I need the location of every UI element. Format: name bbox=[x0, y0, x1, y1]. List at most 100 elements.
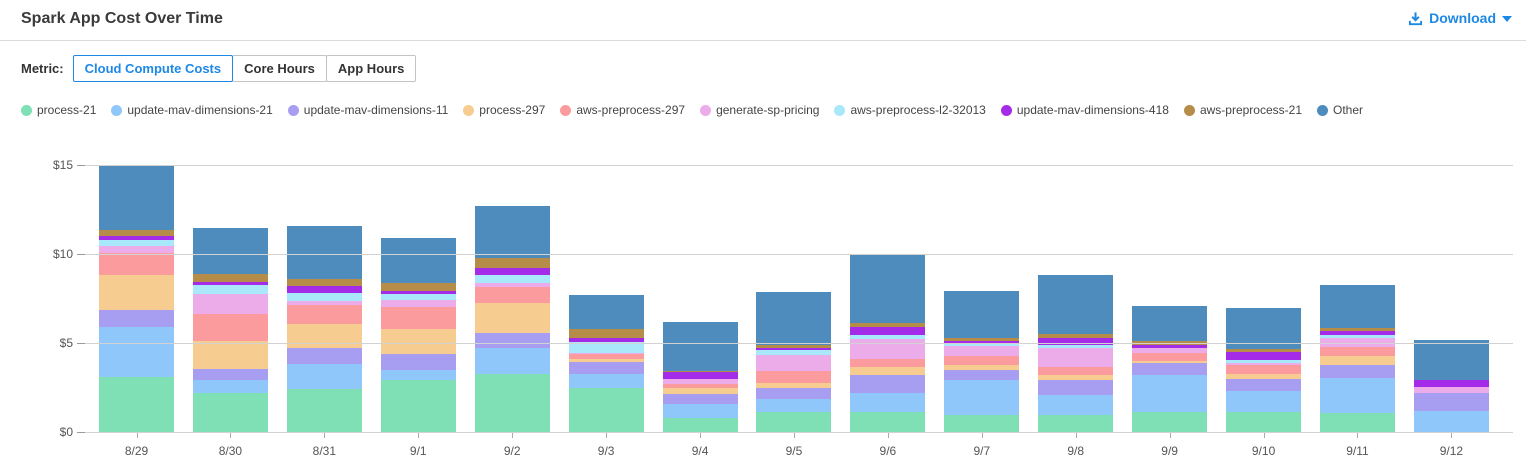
bar-segment-update-mav-dimensions-418[interactable] bbox=[1413, 380, 1489, 387]
bar-segment-aws-preprocess-21[interactable] bbox=[568, 329, 644, 339]
bar-segment-process-297[interactable] bbox=[474, 302, 550, 334]
bar-segment-update-mav-dimensions-21[interactable] bbox=[474, 348, 550, 375]
bar-segment-process-21[interactable] bbox=[474, 374, 550, 432]
bar-segment-update-mav-dimensions-418[interactable] bbox=[850, 326, 926, 335]
bar-segment-aws-preprocess-21[interactable] bbox=[1038, 334, 1114, 338]
bar-segment-process-21[interactable] bbox=[850, 412, 926, 432]
bar-segment-generate-sp-pricing[interactable] bbox=[1038, 347, 1114, 368]
bar-segment-generate-sp-pricing[interactable] bbox=[1226, 363, 1302, 366]
bar-segment-other[interactable] bbox=[1132, 306, 1208, 342]
bar-segment-generate-sp-pricing[interactable] bbox=[756, 355, 832, 372]
bar-segment-generate-sp-pricing[interactable] bbox=[850, 338, 926, 360]
bar-segment-process-297[interactable] bbox=[99, 274, 174, 311]
bar-segment-update-mav-dimensions-418[interactable] bbox=[756, 348, 832, 351]
bar-segment-aws-preprocess-297[interactable] bbox=[1038, 367, 1114, 376]
bar-segment-aws-preprocess-297[interactable] bbox=[192, 313, 268, 342]
bar-segment-aws-preprocess-l2-32013[interactable] bbox=[286, 293, 362, 302]
legend-item-other[interactable]: Other bbox=[1317, 103, 1363, 117]
bar-segment-update-mav-dimensions-11[interactable] bbox=[850, 375, 926, 393]
bar-segment-generate-sp-pricing[interactable] bbox=[286, 301, 362, 305]
bar-segment-update-mav-dimensions-11[interactable] bbox=[944, 369, 1020, 380]
bar-segment-other[interactable] bbox=[850, 253, 926, 324]
metric-tab-app-hours[interactable]: App Hours bbox=[325, 55, 417, 82]
bar-segment-aws-preprocess-l2-32013[interactable] bbox=[756, 350, 832, 356]
bar-segment-other[interactable] bbox=[286, 225, 362, 280]
bar-segment-other[interactable] bbox=[474, 205, 550, 259]
bar-segment-generate-sp-pricing[interactable] bbox=[568, 352, 644, 355]
bar-segment-aws-preprocess-297[interactable] bbox=[1132, 352, 1208, 361]
bar-segment-update-mav-dimensions-21[interactable] bbox=[850, 392, 926, 413]
bar-segment-update-mav-dimensions-11[interactable] bbox=[568, 361, 644, 375]
bar-segment-update-mav-dimensions-21[interactable] bbox=[1319, 377, 1395, 414]
bar-segment-update-mav-dimensions-418[interactable] bbox=[662, 372, 738, 380]
bar-segment-update-mav-dimensions-418[interactable] bbox=[1132, 344, 1208, 349]
bar-segment-process-21[interactable] bbox=[944, 415, 1020, 432]
legend-item-update-mav-dimensions-21[interactable]: update-mav-dimensions-21 bbox=[111, 103, 273, 117]
bar-segment-process-21[interactable] bbox=[380, 380, 456, 432]
bar-segment-process-21[interactable] bbox=[756, 412, 832, 432]
bar-segment-aws-preprocess-21[interactable] bbox=[1132, 341, 1208, 345]
legend-item-generate-sp-pricing[interactable]: generate-sp-pricing bbox=[700, 103, 819, 117]
bar-segment-aws-preprocess-21[interactable] bbox=[474, 258, 550, 269]
bar-segment-update-mav-dimensions-418[interactable] bbox=[474, 268, 550, 276]
bar-segment-update-mav-dimensions-418[interactable] bbox=[192, 282, 268, 286]
bar-segment-generate-sp-pricing[interactable] bbox=[192, 293, 268, 314]
bar-segment-aws-preprocess-21[interactable] bbox=[662, 370, 738, 373]
bar-segment-other[interactable] bbox=[662, 322, 738, 371]
bar-segment-process-21[interactable] bbox=[1132, 412, 1208, 432]
bar-segment-update-mav-dimensions-21[interactable] bbox=[1413, 410, 1489, 432]
bar-segment-aws-preprocess-297[interactable] bbox=[286, 304, 362, 324]
bar-segment-update-mav-dimensions-418[interactable] bbox=[944, 341, 1020, 344]
bar-segment-aws-preprocess-l2-32013[interactable] bbox=[850, 334, 926, 339]
bar-segment-update-mav-dimensions-418[interactable] bbox=[286, 286, 362, 294]
bar-segment-process-21[interactable] bbox=[286, 389, 362, 432]
bar-segment-process-21[interactable] bbox=[662, 417, 738, 432]
bar-segment-process-21[interactable] bbox=[192, 392, 268, 432]
bar-segment-update-mav-dimensions-21[interactable] bbox=[944, 379, 1020, 416]
bar-segment-aws-preprocess-l2-32013[interactable] bbox=[192, 285, 268, 294]
bar-segment-other[interactable] bbox=[99, 165, 174, 231]
bar-segment-other[interactable] bbox=[1038, 275, 1114, 335]
bar-segment-generate-sp-pricing[interactable] bbox=[944, 345, 1020, 357]
bar-segment-update-mav-dimensions-11[interactable] bbox=[99, 310, 174, 328]
bar-segment-process-297[interactable] bbox=[1132, 360, 1208, 364]
bar-segment-aws-preprocess-297[interactable] bbox=[662, 383, 738, 388]
bar-segment-update-mav-dimensions-418[interactable] bbox=[1038, 337, 1114, 345]
legend-item-process-297[interactable]: process-297 bbox=[463, 103, 545, 117]
bar-segment-aws-preprocess-297[interactable] bbox=[380, 306, 456, 329]
bar-segment-update-mav-dimensions-418[interactable] bbox=[99, 236, 174, 240]
bar-segment-aws-preprocess-297[interactable] bbox=[568, 354, 644, 359]
legend-item-aws-preprocess-297[interactable]: aws-preprocess-297 bbox=[560, 103, 685, 117]
legend-item-update-mav-dimensions-418[interactable]: update-mav-dimensions-418 bbox=[1000, 103, 1169, 117]
bar-segment-aws-preprocess-21[interactable] bbox=[99, 230, 174, 237]
bar-segment-update-mav-dimensions-21[interactable] bbox=[192, 380, 268, 393]
bar-segment-aws-preprocess-297[interactable] bbox=[944, 356, 1020, 366]
bar-segment-aws-preprocess-297[interactable] bbox=[99, 253, 174, 275]
bar-segment-process-297[interactable] bbox=[192, 341, 268, 369]
bar-segment-other[interactable] bbox=[756, 292, 832, 345]
bar-segment-process-297[interactable] bbox=[568, 358, 644, 362]
bar-segment-update-mav-dimensions-11[interactable] bbox=[756, 388, 832, 400]
bar-segment-process-297[interactable] bbox=[1226, 374, 1302, 380]
bar-segment-process-297[interactable] bbox=[850, 367, 926, 376]
bar-segment-process-297[interactable] bbox=[1038, 375, 1114, 381]
bar-segment-process-297[interactable] bbox=[380, 328, 456, 354]
bar-segment-process-297[interactable] bbox=[944, 365, 1020, 370]
bar-segment-update-mav-dimensions-11[interactable] bbox=[192, 368, 268, 381]
bar-segment-generate-sp-pricing[interactable] bbox=[1132, 348, 1208, 353]
metric-tab-cloud-compute-costs[interactable]: Cloud Compute Costs bbox=[72, 55, 234, 82]
bar-segment-aws-preprocess-21[interactable] bbox=[944, 337, 1020, 342]
bar-segment-aws-preprocess-l2-32013[interactable] bbox=[1226, 359, 1302, 364]
legend-item-process-21[interactable]: process-21 bbox=[21, 103, 96, 117]
bar-segment-process-21[interactable] bbox=[1038, 415, 1114, 432]
bar-segment-update-mav-dimensions-11[interactable] bbox=[1132, 363, 1208, 376]
bar-segment-update-mav-dimensions-11[interactable] bbox=[662, 393, 738, 405]
legend-item-update-mav-dimensions-11[interactable]: update-mav-dimensions-11 bbox=[287, 103, 448, 117]
bar-segment-update-mav-dimensions-418[interactable] bbox=[380, 291, 456, 295]
bar-segment-aws-preprocess-21[interactable] bbox=[850, 323, 926, 327]
bar-segment-update-mav-dimensions-21[interactable] bbox=[99, 327, 174, 377]
bar-segment-aws-preprocess-297[interactable] bbox=[756, 371, 832, 384]
bar-segment-process-21[interactable] bbox=[1226, 412, 1302, 432]
bar-segment-aws-preprocess-297[interactable] bbox=[850, 359, 926, 368]
bar-segment-generate-sp-pricing[interactable] bbox=[1413, 386, 1489, 393]
